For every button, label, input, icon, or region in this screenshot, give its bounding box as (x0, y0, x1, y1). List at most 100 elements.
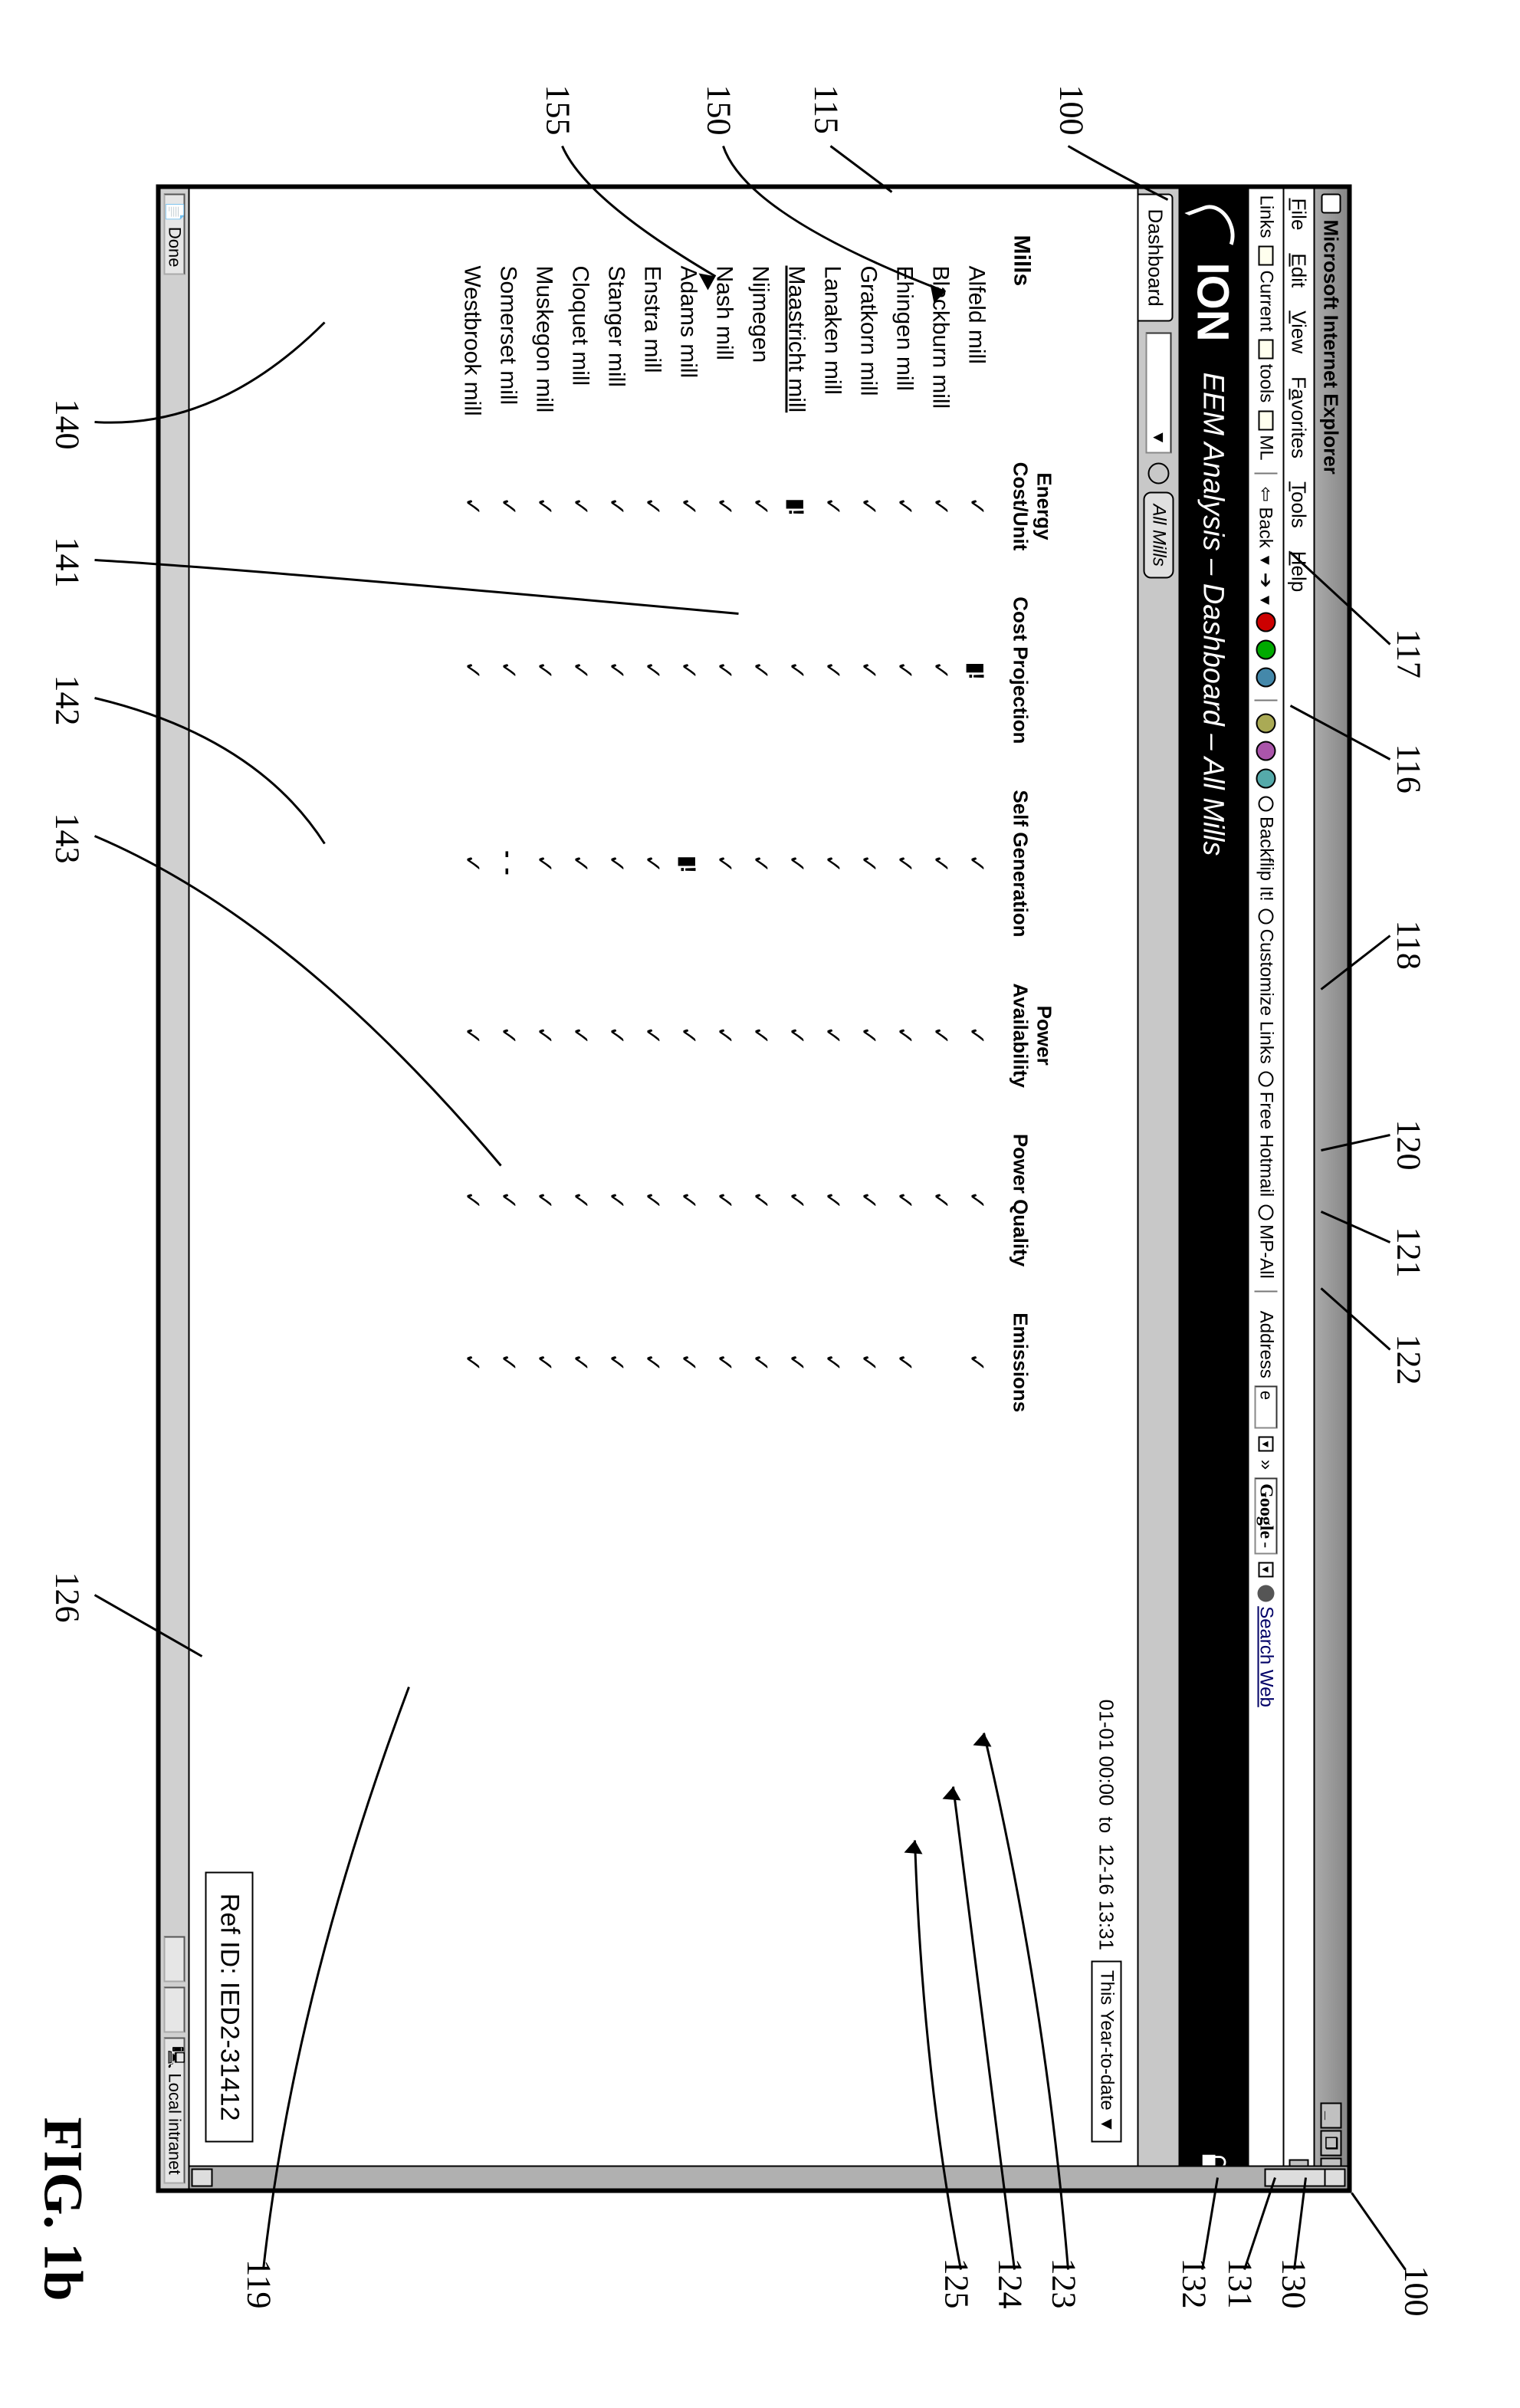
link-current[interactable]: Current (1255, 245, 1276, 331)
link-ml[interactable]: ML (1255, 410, 1276, 460)
status-cell: ✓ (490, 573, 526, 767)
status-cell: ✓ (598, 1289, 634, 1435)
status-cell: ✓ (922, 767, 958, 960)
status-cell: ✓ (922, 573, 958, 767)
mill-name[interactable]: Lanaken mill (814, 235, 850, 439)
status-cell: ✓ (886, 1289, 922, 1435)
callout-122: 122 (1389, 1334, 1428, 1385)
gear-icon[interactable] (1147, 462, 1169, 484)
status-cell: ✓ (562, 1110, 598, 1289)
link-customize[interactable]: Customize Links (1255, 908, 1276, 1063)
status-cell: ✓ (958, 1289, 994, 1435)
status-cell: ✓ (526, 439, 562, 573)
browser-window: Microsoft Internet Explorer _ ❐ × File E… (156, 184, 1351, 2193)
status-cell: ✓ (778, 960, 814, 1110)
date-to-label: to (1095, 1816, 1118, 1833)
go-button[interactable]: » (1255, 1459, 1276, 1469)
status-cell: ✓ (634, 767, 670, 960)
back-button[interactable]: ⇦ Back (1255, 486, 1277, 547)
status-cell: ✓ (670, 960, 706, 1110)
ref-id-box: Ref ID: IED2-31412 (205, 1871, 253, 2142)
col-selfgen: Self Generation (994, 767, 1060, 960)
table-row: Adams mill✓✓▮!✓✓✓ (670, 235, 706, 1435)
stop-icon[interactable] (1256, 612, 1275, 632)
minimize-button[interactable]: _ (1320, 2102, 1341, 2128)
status-cell: ✓ (526, 767, 562, 960)
status-cell: ✓ (814, 439, 850, 573)
table-row: Stanger mill✓✓✓✓✓✓ (598, 235, 634, 1435)
mill-name[interactable]: Alfeld mill (958, 235, 994, 439)
menu-tools[interactable]: Tools (1287, 481, 1311, 528)
status-cell: ✓ (886, 960, 922, 1110)
status-cell: ✓ (598, 960, 634, 1110)
tab-dashboard[interactable]: Dashboard (1138, 193, 1173, 321)
link-freehotmail[interactable]: Free Hotmail (1255, 1071, 1276, 1196)
status-cell: ✓ (454, 767, 490, 960)
mill-name[interactable]: Enstra mill (634, 235, 670, 439)
link-backflip[interactable]: Backflip It! (1255, 796, 1276, 901)
col-cost: Cost Projection (994, 573, 1060, 767)
callout-119: 119 (239, 2259, 278, 2308)
status-cell: ✓ (706, 960, 742, 1110)
forward-button[interactable]: ➔ (1255, 572, 1277, 587)
toolbar: Links Current tools ML ⇦ Back ▾ ➔ ▾ Back… (1247, 189, 1282, 2188)
status-cell: ✓ (706, 767, 742, 960)
globe-icon (1258, 1204, 1273, 1220)
mill-name[interactable]: Somerset mill (490, 235, 526, 439)
mill-name[interactable]: Nijmegen (742, 235, 778, 439)
menu-edit[interactable]: Edit (1287, 253, 1311, 287)
status-cell: ✓ (598, 767, 634, 960)
back-dropdown[interactable]: ▾ (1255, 555, 1277, 564)
mill-name[interactable]: Cloquet mill (562, 235, 598, 439)
maximize-button[interactable]: ❐ (1320, 2130, 1341, 2156)
callout-150: 150 (699, 84, 738, 135)
menu-file[interactable]: File (1287, 198, 1311, 230)
home-icon[interactable] (1256, 667, 1275, 687)
forward-dropdown[interactable]: ▾ (1255, 595, 1277, 604)
address-dropdown[interactable]: ▼ (1258, 1436, 1273, 1451)
vertical-scrollbar[interactable] (189, 2165, 1347, 2188)
link-mpall[interactable]: MP-All (1255, 1204, 1276, 1279)
search-web-button[interactable]: Search Web (1255, 1585, 1276, 1707)
mill-name[interactable]: Muskegon mill (526, 235, 562, 439)
status-cell: ✓ (490, 439, 526, 573)
tab-dropdown[interactable]: ▼ (1145, 332, 1171, 453)
folder-icon (1258, 245, 1273, 265)
menu-favorites[interactable]: Favorites (1287, 376, 1311, 458)
mill-name[interactable]: Maastricht mill (778, 235, 814, 439)
folder-icon (1258, 410, 1273, 430)
mill-name[interactable]: Gratkorn mill (850, 235, 886, 439)
mill-name[interactable]: Stanger mill (598, 235, 634, 439)
status-cell: ✓ (454, 1110, 490, 1289)
status-cell: ✓ (814, 767, 850, 960)
status-cell: ✓ (454, 573, 490, 767)
search-icon[interactable] (1256, 713, 1275, 733)
mill-name[interactable]: Adams mill (670, 235, 706, 439)
google-dropdown[interactable]: ▼ (1258, 1562, 1273, 1577)
refresh-icon[interactable] (1256, 639, 1275, 659)
status-cell: ✓ (670, 1289, 706, 1435)
status-cell: ✓ (598, 573, 634, 767)
status-cell: ✓ (742, 767, 778, 960)
address-input[interactable]: e (1254, 1385, 1277, 1428)
mill-name[interactable]: Ehingen mill (886, 235, 922, 439)
mill-name[interactable]: Westbrook mill (454, 235, 490, 439)
callout-100a: 100 (1052, 84, 1091, 135)
table-row: Cloquet mill✓✓✓✓✓✓ (562, 235, 598, 1435)
link-tools[interactable]: tools (1255, 339, 1276, 402)
callout-142: 142 (48, 675, 87, 725)
menu-view[interactable]: View (1287, 310, 1311, 353)
mill-name[interactable]: Nash mill (706, 235, 742, 439)
favorites-icon[interactable] (1256, 741, 1275, 761)
all-mills-button[interactable]: All Mills (1143, 491, 1174, 578)
menu-help[interactable]: Help (1287, 550, 1311, 591)
binoculars-icon (1257, 1585, 1274, 1602)
history-icon[interactable] (1256, 768, 1275, 788)
mill-name[interactable]: Blackburn mill (922, 235, 958, 439)
callout-120: 120 (1389, 1119, 1428, 1170)
callout-143: 143 (48, 813, 87, 863)
range-select[interactable]: This Year-to-date▼ (1091, 1960, 1121, 2142)
status-cell: ✓ (490, 1289, 526, 1435)
globe-icon (1258, 1071, 1273, 1086)
google-search[interactable]: Google - (1254, 1477, 1277, 1554)
